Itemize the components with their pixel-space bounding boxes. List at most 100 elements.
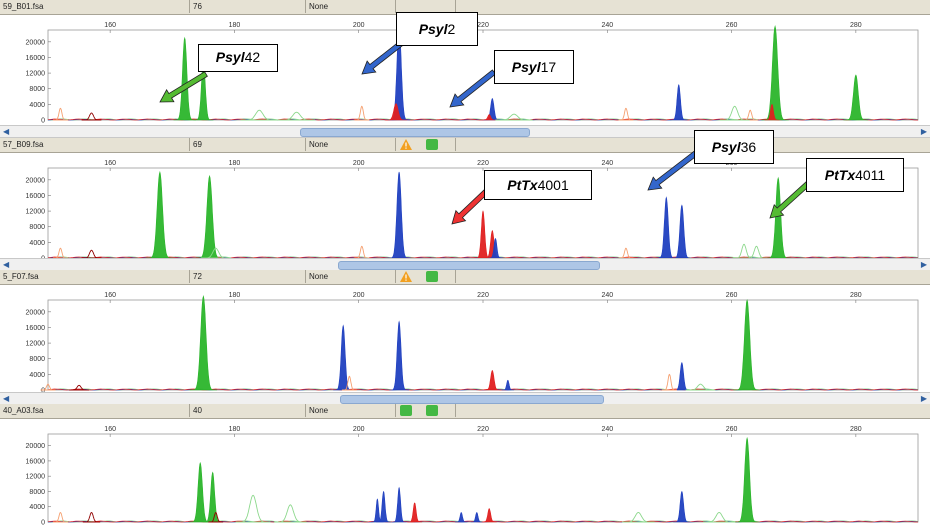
y-tick-label: 8000	[29, 489, 45, 496]
peak-darkred	[208, 511, 224, 523]
y-tick-label: 16000	[26, 325, 46, 332]
x-tick-label: 180	[229, 160, 241, 167]
peak-lightgreen	[240, 109, 278, 121]
peak-lightgreen	[703, 512, 736, 523]
x-tick-label: 180	[229, 426, 241, 433]
callout-psyl36: Psyl36	[694, 130, 774, 164]
x-tick-label: 160	[104, 292, 116, 299]
badge-cell	[396, 270, 456, 283]
x-tick-label: 200	[353, 292, 365, 299]
warning-icon	[400, 139, 412, 150]
x-tick-label: 220	[477, 160, 489, 167]
x-tick-label: 240	[601, 292, 613, 299]
sample-number: 40	[190, 404, 306, 417]
peak-blue	[387, 171, 411, 259]
x-tick-label: 160	[104, 160, 116, 167]
panel-header: 40_A03.fsa 40 None	[0, 404, 930, 419]
y-tick-label: 20000	[26, 39, 46, 46]
peak-green	[843, 74, 869, 121]
ok-status-icon	[426, 139, 438, 150]
callout-arrow	[159, 71, 208, 103]
callout-arrow	[449, 69, 497, 108]
callout-psyl17: Psyl17	[494, 50, 574, 84]
peak-darkred	[81, 112, 102, 121]
callout-arrow	[647, 147, 703, 191]
y-tick-label: 12000	[26, 474, 46, 481]
trace-panel-1: 59_B01.fsa 76 None 160 180 200 220 240 260 280…	[0, 0, 930, 138]
badge-cell	[396, 138, 456, 151]
scroll-thumb[interactable]	[300, 128, 530, 137]
peak-lightgreen	[235, 494, 271, 523]
peak-orange	[53, 107, 68, 121]
plot-frame	[47, 299, 919, 391]
peak-green	[146, 170, 174, 259]
x-tick-label: 220	[477, 426, 489, 433]
peak-orange	[53, 511, 68, 523]
peak-red	[764, 103, 780, 121]
scroll-right-arrow[interactable]: ▶	[920, 394, 927, 403]
callout-pttx4011: PtTx4011	[806, 158, 904, 192]
scroll-right-arrow[interactable]: ▶	[920, 260, 927, 269]
scroll-left-arrow[interactable]: ◀	[3, 394, 10, 403]
x-tick-label: 240	[601, 426, 613, 433]
x-tick-label: 260	[726, 426, 738, 433]
peak-darkred	[69, 384, 89, 391]
x-tick-label: 280	[850, 22, 862, 29]
peak-blue	[455, 512, 468, 523]
badge-cell	[396, 0, 456, 13]
peak-blue	[501, 379, 515, 391]
y-tick-label: 12000	[26, 209, 46, 216]
x-tick-label: 200	[353, 160, 365, 167]
peak-orange	[40, 383, 56, 391]
y-tick-label: 8000	[29, 86, 45, 93]
peak-blue	[670, 84, 688, 121]
y-tick-label: 4000	[29, 372, 45, 379]
peak-lightgreen	[622, 512, 655, 523]
trace-panel-4: 40_A03.fsa 40 None 160 180 200 220 240 260 280…	[0, 404, 930, 526]
scroll-right-arrow[interactable]: ▶	[920, 127, 927, 136]
trace-panel-3: 5_F07.fsa 72 None 160 180 200 220 240 260 280 0…	[0, 270, 930, 395]
x-tick-label: 240	[601, 160, 613, 167]
x-tick-label: 260	[726, 292, 738, 299]
callout-arrow	[769, 177, 815, 219]
badge-cell	[396, 404, 456, 417]
scroll-thumb[interactable]	[340, 395, 604, 404]
scroll-left-arrow[interactable]: ◀	[3, 260, 10, 269]
peak-blue	[391, 486, 407, 523]
sample-number: 76	[190, 0, 306, 13]
peak-lightgreen	[685, 383, 716, 391]
status-text: None	[306, 270, 396, 283]
scroll-left-arrow[interactable]: ◀	[3, 127, 10, 136]
scroll-thumb[interactable]	[338, 261, 600, 270]
plot-frame	[47, 433, 919, 523]
status-text: None	[306, 0, 396, 13]
sample-number: 72	[190, 270, 306, 283]
y-tick-label: 16000	[26, 193, 46, 200]
sample-number: 69	[190, 138, 306, 151]
x-tick-label: 180	[229, 22, 241, 29]
x-tick-label: 220	[477, 22, 489, 29]
peak-orange	[341, 375, 357, 391]
peak-lightgreen	[495, 113, 533, 121]
peak-lightgreen	[719, 105, 750, 121]
y-tick-label: 4000	[29, 504, 45, 511]
x-tick-label: 160	[104, 426, 116, 433]
y-tick-label: 8000	[29, 356, 45, 363]
ok-status-icon	[400, 405, 412, 416]
peak-orange	[354, 105, 370, 121]
peak-blue	[673, 490, 691, 523]
y-tick-label: 4000	[29, 240, 45, 247]
peak-red	[483, 370, 501, 391]
callout-psyl2: Psyl2	[396, 12, 478, 46]
x-tick-label: 280	[850, 292, 862, 299]
file-name: 59_B01.fsa	[0, 0, 190, 13]
file-name: 40_A03.fsa	[0, 404, 190, 417]
y-tick-label: 16000	[26, 458, 46, 465]
peak-lightgreen	[277, 111, 316, 121]
y-tick-label: 0	[41, 520, 45, 526]
y-tick-label: 4000	[29, 102, 45, 109]
peak-blue	[671, 204, 692, 259]
callout-psyl42: Psyl42	[198, 44, 278, 72]
ok-status-icon	[426, 405, 438, 416]
y-tick-label: 0	[41, 388, 45, 395]
